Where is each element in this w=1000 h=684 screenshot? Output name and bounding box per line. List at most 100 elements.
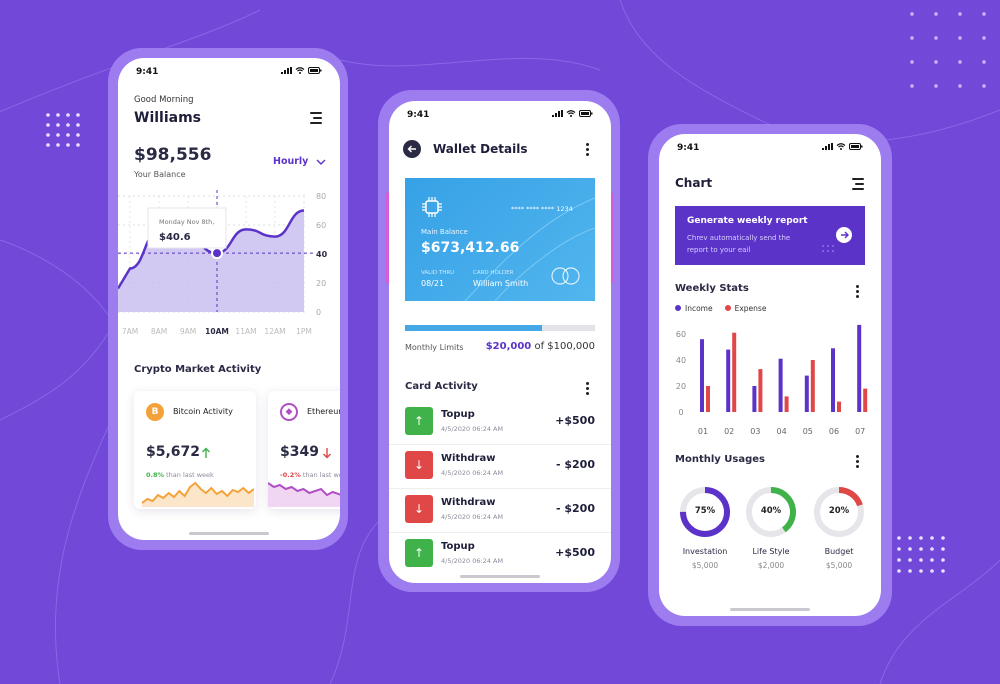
balance-label: Your Balance (134, 170, 186, 179)
report-go-button[interactable] (836, 227, 852, 243)
menu-icon[interactable] (852, 178, 864, 190)
crypto-change-suffix: than last week (166, 471, 214, 479)
x-tick-label: 07 (855, 427, 865, 436)
phone-chart: 9:41 Chart Generate weekly report Chrev … (659, 134, 881, 616)
crypto-card-bitcoin[interactable]: B Bitcoin Activity $5,672 0.8% than last… (134, 391, 256, 509)
bar-income[interactable] (857, 324, 862, 412)
bg-dot (76, 133, 80, 137)
menu-icon[interactable] (310, 112, 322, 124)
bg-dot (46, 133, 50, 137)
usage-percent: 20% (828, 506, 850, 516)
bg-dot (934, 12, 938, 16)
home-indicator (460, 575, 540, 578)
x-tick-label: 05 (803, 427, 813, 436)
bg-dot (910, 12, 914, 16)
sparkline-fill (142, 483, 254, 507)
bar-income[interactable] (804, 375, 809, 412)
bar-expense[interactable] (732, 332, 737, 412)
bar-income[interactable] (700, 339, 704, 412)
more-options-icon[interactable] (582, 143, 592, 156)
activity-row[interactable]: ↑ Topup 4/5/2020 06:24 AM +$500 (389, 533, 611, 577)
legend-income: Income (675, 304, 713, 313)
report-banner[interactable]: Generate weekly report Chrev automatical… (675, 206, 865, 265)
battery-icon (308, 67, 322, 74)
y-tick-label: 0 (316, 308, 321, 317)
chevron-down-icon (316, 159, 326, 165)
bar-income[interactable] (831, 348, 835, 412)
bg-dot (941, 558, 945, 562)
bg-dot (76, 123, 80, 127)
arrow-down-icon (323, 448, 331, 459)
bg-dot (930, 569, 934, 573)
x-tick-label: 04 (777, 427, 787, 436)
phone-dashboard: 9:41 Good Morning Williams $98,556 Your … (118, 58, 340, 540)
usage-item[interactable]: 75% Investation $5,000 (675, 484, 735, 584)
highlight-point[interactable] (211, 247, 223, 260)
usage-item[interactable]: 20% Budget $5,000 (809, 484, 869, 584)
limit-values: $20,000 of $100,000 (486, 341, 595, 352)
bg-dot (910, 36, 914, 40)
wifi-icon (836, 143, 846, 150)
crypto-change: 0.8% than last week (146, 471, 214, 479)
x-tick-label: 8AM (151, 327, 167, 336)
tooltip-value: $40.6 (159, 232, 191, 243)
bg-dot (56, 123, 60, 127)
bar-expense[interactable] (837, 401, 841, 412)
bg-dot (930, 536, 934, 540)
back-button[interactable] (403, 140, 421, 158)
activity-row[interactable]: ↓ Withdraw 4/5/2020 06:24 AM - $200 (389, 445, 611, 489)
bar-expense[interactable] (706, 386, 710, 412)
tooltip-date: Monday Nov 8th, (159, 218, 214, 226)
bg-dot (910, 84, 914, 88)
chip-icon (422, 197, 442, 217)
x-tick-label: 11AM (235, 327, 256, 336)
card-holder: William Smith (473, 279, 529, 288)
bar-income[interactable] (752, 386, 757, 412)
more-options-icon[interactable] (852, 455, 862, 468)
report-subtitle-2: report to your eail (687, 246, 751, 254)
status-time: 9:41 (407, 110, 430, 120)
bar-expense[interactable] (863, 388, 868, 412)
crypto-value: $5,672 (146, 444, 201, 460)
limit-label: Monthly Limits (405, 343, 464, 352)
usage-item[interactable]: 40% Life Style $2,000 (741, 484, 801, 584)
limit-progress-track (405, 325, 595, 331)
bg-dot (941, 536, 945, 540)
tooltip-box (147, 207, 227, 249)
activity-row[interactable]: ↑ Topup 4/5/2020 06:24 AM +$500 (389, 401, 611, 445)
status-time: 9:41 (677, 143, 700, 153)
user-name: Williams (134, 110, 202, 126)
bar-expense[interactable] (810, 360, 815, 412)
donut-fill (814, 487, 864, 537)
bar-expense[interactable] (758, 369, 763, 412)
usage-label: Investation (682, 547, 728, 556)
bg-dot (982, 36, 986, 40)
valid-thru-label: VALID THRU (421, 270, 455, 276)
more-options-icon[interactable] (582, 382, 592, 395)
activity-row[interactable]: ↓ Withdraw 4/5/2020 06:24 AM - $200 (389, 489, 611, 533)
arrow-up-icon (202, 447, 210, 458)
card-wave-decor (464, 197, 595, 301)
more-options-icon[interactable] (852, 285, 862, 298)
card-balance-label: Main Balance (421, 228, 468, 236)
bg-dot (934, 36, 938, 40)
bar-expense[interactable] (784, 396, 789, 412)
y-tick-label: 40 (316, 250, 328, 259)
bg-dot (66, 123, 70, 127)
crypto-name: Ethereum (307, 407, 340, 416)
crypto-card-ethereum[interactable]: ◆ Ethereum $349 -0.2% than last week (268, 391, 340, 509)
bar-income[interactable] (726, 349, 731, 412)
bg-dot (897, 569, 901, 573)
bg-dot (919, 536, 923, 540)
signal-icon (552, 110, 563, 117)
wallet-card[interactable]: **** **** **** 1234 Main Balance $673,41… (405, 178, 595, 301)
bg-dot (930, 558, 934, 562)
period-dropdown[interactable]: Hourly (273, 156, 326, 167)
crypto-section-title: Crypto Market Activity (134, 364, 262, 375)
bg-dot (958, 36, 962, 40)
home-indicator (189, 532, 269, 535)
phone-wallet: 9:41 Wallet Details **** **** **** 1234 … (389, 101, 611, 583)
status-bar: 9:41 (136, 67, 322, 83)
ethereum-icon: ◆ (280, 403, 298, 421)
bar-income[interactable] (778, 358, 783, 412)
